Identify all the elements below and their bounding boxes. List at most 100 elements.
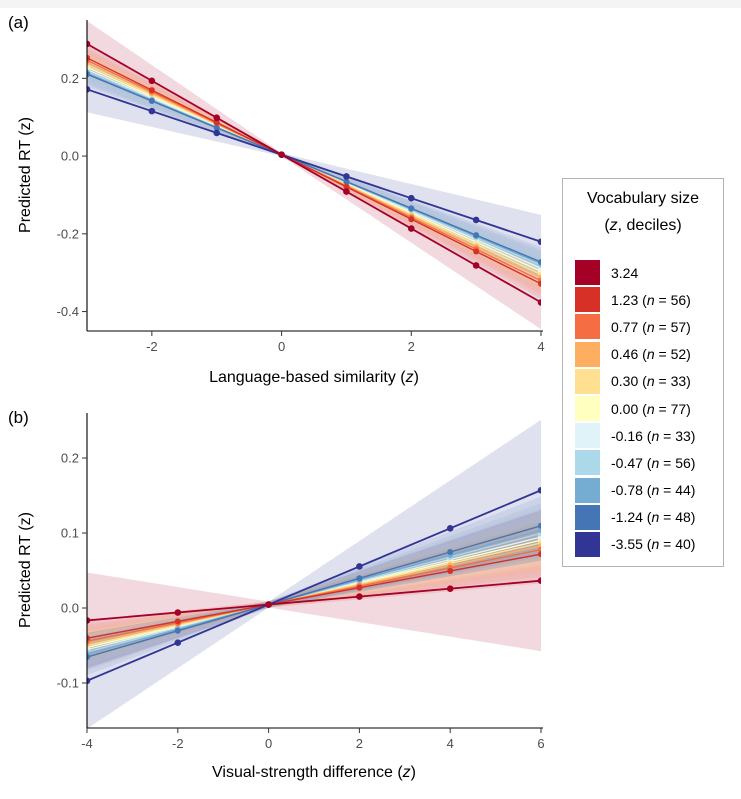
legend-swatch [575,477,600,503]
point--1.24-x2 [356,575,363,582]
point-3.24-x4 [537,299,541,306]
legend-title: Vocabulary size (z, deciles) [563,185,723,239]
point--3.55-x2 [407,194,415,202]
point-1.23-x-2 [148,87,155,94]
y-tick-label: -0.4 [57,304,79,319]
legend-item-1.23: 1.23 (n = 56) [575,286,695,313]
point--3.55-x-4 [87,677,91,685]
series-line--1.24 [87,525,541,658]
legend-title-line2: (z, deciles) [604,217,682,234]
legend-label: -0.47 (n = 56) [611,454,696,471]
x-tick-label: 0 [265,736,272,751]
x-tick-label: 2 [356,736,363,751]
x-tick-label: 0 [278,339,285,354]
point-3.24-x2 [356,593,363,600]
point-3.24-x-2 [174,609,182,616]
y-tick-label: 0.2 [61,71,79,86]
y-tick-label: 0.2 [61,451,79,466]
point-3.24-x2 [407,225,415,232]
series-line-3.24 [87,579,541,622]
point--1.24-x-3 [87,71,90,78]
legend: Vocabulary size (z, deciles) 3.24 1.23 (n… [562,178,724,567]
point--1.24-x3 [473,232,480,239]
point--3.55-x-2 [148,107,156,115]
legend-item--0.78: -0.78 (n = 44) [575,477,695,504]
point-1.23-x2 [408,216,415,223]
point-3.24-x-2 [148,77,156,85]
legend-swatch [575,287,600,313]
legend-swatch [575,341,600,367]
panel-label: (b) [8,408,29,427]
point--3.55-x-3 [87,86,91,93]
legend-item--1.24: -1.24 (n = 48) [575,504,695,531]
series-line--3.55 [87,489,541,682]
legend-item--0.47: -0.47 (n = 56) [575,449,695,476]
point--1.24-x2 [408,205,415,212]
legend-swatch [575,314,600,340]
legend-label: 1.23 (n = 56) [611,291,691,308]
series-line-0.77 [87,548,541,642]
y-axis-title: Predicted RT (z) [17,117,34,233]
point--1.24-x-2 [174,627,181,634]
top-strip [0,0,741,8]
y-tick-label: -0.2 [57,226,79,241]
legend-label: 0.46 (n = 52) [611,346,691,363]
point--3.55-x4 [537,238,541,246]
plot-area-1 [87,419,541,728]
series-line--0.78 [87,529,541,655]
plot-area-0 [87,20,541,330]
legend-items: 3.24 1.23 (n = 56) 0.77 (n = 57) 0.46 (n = … [575,259,695,558]
point--3.55-x2 [356,563,363,570]
ci-band--3.55 [87,419,541,728]
y-axis-title: Predicted RT (z) [17,512,34,628]
point--3.55-x1 [343,173,350,180]
ci-band--0.16 [87,512,541,666]
point-3.24-x-4 [87,617,91,624]
ci-band-0.30 [87,518,541,662]
point-0.77-x6 [538,546,541,553]
legend-item--3.55: -3.55 (n = 40) [575,531,695,558]
series-line-3.24 [87,43,541,304]
legend-item-0.00: 0.00 (n = 77) [575,395,695,422]
series-line-1.23 [87,57,541,285]
point-3.24-x0 [278,151,285,158]
x-tick-label: -4 [81,736,93,751]
legend-swatch [575,450,600,476]
point-3.24-x-1 [213,114,221,122]
point--1.24-x6 [538,522,541,529]
point--1.24-x-1 [213,124,220,131]
point-1.23-x3 [473,248,480,255]
panel-a: -2 0 2 4 -0.4 -0.2 0.0 0.2 Language-based simila… [8,13,545,386]
legend-swatch [575,396,600,422]
legend-swatch [575,531,600,557]
point-3.24-x3 [472,262,480,269]
ci-band--0.47 [87,507,541,668]
point--3.55-x-1 [213,129,221,137]
ci-band-0.00 [87,515,541,664]
point--3.55-x-2 [174,639,182,646]
series-line--3.55 [87,88,541,243]
x-axis-title: Language-based similarity (z) [209,369,419,386]
legend-label: 0.77 (n = 57) [611,318,691,335]
y-tick-label: -0.1 [57,676,79,691]
legend-label: 3.24 [611,264,639,281]
point--1.24-x4 [538,258,541,265]
point-3.24-x6 [537,577,541,584]
series-line-1.23 [87,553,541,639]
x-axis-title: Visual-strength difference (z) [212,764,416,781]
point-1.23-x4 [538,280,541,287]
x-tick-label: 4 [537,339,544,354]
y-tick-label: 0.1 [61,526,79,541]
legend-item-0.77: 0.77 (n = 57) [575,313,695,340]
ci-band-3.24 [87,20,541,330]
y-tick-label: 0.0 [61,149,79,164]
point-1.23-x-1 [213,119,220,126]
point-3.24-x-3 [87,40,91,48]
point-1.23-x1 [343,183,350,190]
legend-swatch [575,423,600,449]
legend-label: -1.24 (n = 48) [611,509,696,526]
point--0.78-x6 [538,527,541,534]
point-1.23-x-4 [87,635,90,642]
point--1.24-x-2 [148,98,155,105]
